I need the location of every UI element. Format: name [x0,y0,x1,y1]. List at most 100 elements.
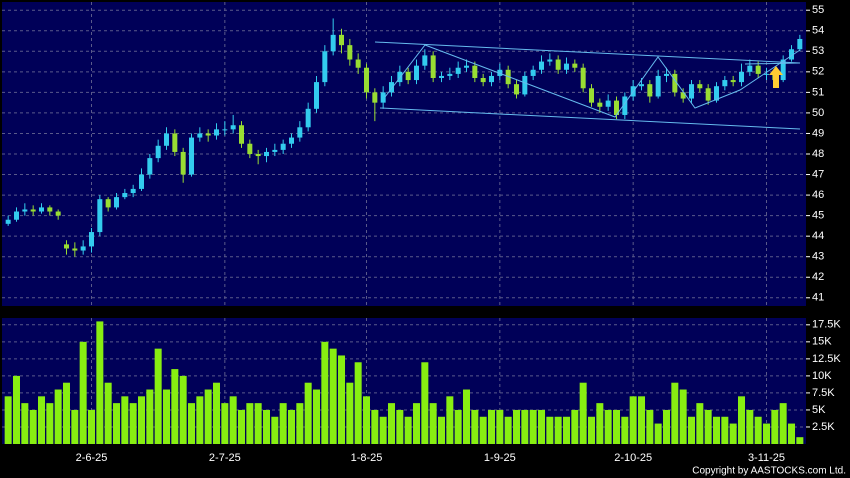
candle-body [664,73,669,76]
candle-body [514,84,519,95]
volume-bar [179,375,187,444]
trend-lines [374,41,801,130]
candle-body [589,88,594,103]
short-trend [744,62,801,65]
candle-body [547,59,553,62]
candle-body [739,71,744,83]
volume-bar [96,321,104,444]
x-tick-label: 1-8-25 [351,452,383,464]
candle-body [764,73,769,75]
volume-bar [521,409,529,444]
volume-bar [563,416,570,444]
volume-bar [163,389,170,444]
y-tick-label: 55 [812,4,824,16]
volume-bar [338,355,345,444]
candle-body [472,65,478,78]
candle-body [697,84,703,89]
channel-lower [379,107,801,130]
candle-body [530,69,536,76]
volume-bar [721,416,729,444]
candle-body [780,59,786,81]
candle-body [55,211,61,216]
volume-bar [529,409,537,444]
candle-body [489,75,494,83]
volume-bar [213,382,220,444]
volume-bar [679,389,687,444]
candle-body [139,174,144,189]
volume-bar [29,409,37,444]
candle-body [380,92,386,103]
mark-layer [4,18,804,444]
candle-body [230,125,236,130]
candle-body [280,143,286,150]
candle-body [580,67,586,89]
candle-body [539,61,544,70]
candle-body [105,199,111,208]
candle-body [330,34,336,52]
candle-body [572,63,578,68]
candle-body [264,151,269,157]
candle-body [122,193,128,198]
candle-body [89,232,94,247]
y-tick-label: 48 [812,148,824,160]
zigzag [384,44,801,118]
y-tick-label: 44 [812,230,824,242]
volume-bar [138,396,145,444]
candle-body [755,65,761,74]
volume-bar [771,409,779,444]
volume-bar [221,403,229,444]
volume-bar [396,409,404,444]
candle-body [597,102,603,107]
volume-bar [704,409,712,444]
x-tick-label: 1-9-25 [484,452,516,464]
candle-body [189,137,194,175]
candle-body [314,82,319,109]
volume-bar [579,382,587,444]
volume-bar [646,409,654,444]
candle-body [705,88,711,101]
volume-bar [621,416,629,444]
volume-bar [504,416,512,444]
channel-upper [374,41,801,64]
volume-bar [421,362,429,444]
y-tick-label: 43 [812,251,824,263]
y-tick-label: 12.5K [812,353,841,365]
candle-body [347,45,353,60]
x-tick-label: 3-11-25 [748,452,785,464]
volume-bar [296,403,304,444]
volume-bar [4,396,12,444]
candle-body [147,158,153,175]
candle-body [647,84,653,97]
volume-bar [446,396,454,444]
candle-body [622,96,628,115]
candle-body [389,82,394,93]
candle-body [689,84,694,99]
volume-bar [254,403,262,444]
volume-bar [113,403,120,444]
volume-bar [121,396,129,444]
y-tick-label: 46 [812,189,824,201]
volume-bar [371,409,379,444]
candle-body [39,207,44,212]
volume-bar [738,396,745,444]
volume-bar [688,416,695,444]
volume-bar [654,423,662,444]
volume-bar [263,409,270,444]
y-tick-label: 51 [812,86,824,98]
volume-bar [363,396,370,444]
y-tick-label: 49 [812,127,824,139]
candle-body [447,73,453,76]
candle-body [114,197,119,208]
candle-body [555,59,561,70]
candle-body [655,75,661,97]
candle-body [47,207,53,212]
candle-body [355,59,361,68]
candle-body [405,71,411,81]
candle-body [339,34,344,46]
x-tick-label: 2-10-25 [614,452,652,464]
candle-body [439,75,444,78]
candle-body [614,100,619,115]
volume-bar [146,389,154,444]
volume-bar [204,389,212,444]
candle-body [247,143,253,154]
